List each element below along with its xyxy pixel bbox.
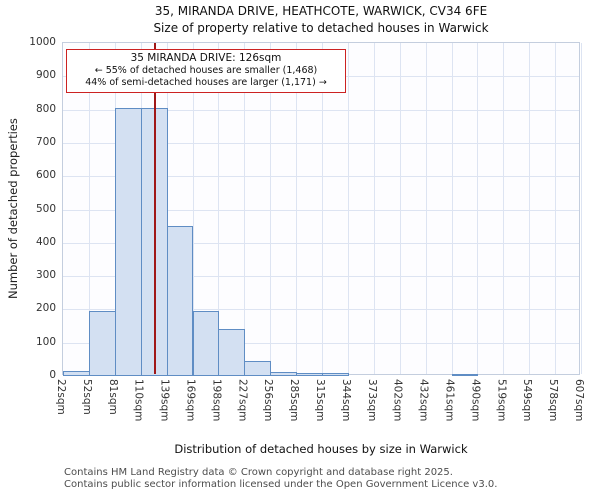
bar	[114, 107, 142, 376]
y-tick-label: 400	[35, 235, 56, 248]
bar	[63, 371, 90, 376]
gridline-vertical	[192, 43, 194, 374]
x-axis-label: Distribution of detached houses by size …	[174, 442, 468, 456]
x-tick-label: 490sqm	[469, 379, 482, 422]
gridline-vertical	[555, 43, 557, 374]
chart-title: 35, MIRANDA DRIVE, HEATHCOTE, WARWICK, C…	[154, 4, 488, 18]
x-tick-label: 461sqm	[443, 379, 456, 422]
annotation-line3: 44% of semi-detached houses are larger (…	[85, 77, 327, 88]
y-tick-label: 0	[49, 369, 56, 381]
gridline-vertical	[581, 43, 582, 374]
x-tick-label: 519sqm	[495, 379, 508, 422]
gridline-horizontal	[63, 342, 579, 344]
gridline-vertical	[451, 43, 453, 374]
gridline-vertical	[88, 43, 90, 374]
gridline-vertical	[218, 43, 220, 374]
x-tick-label: 52sqm	[80, 379, 93, 415]
y-tick-label: 300	[35, 269, 56, 282]
gridline-vertical	[477, 43, 479, 374]
x-tick-label: 139sqm	[158, 379, 171, 422]
footer: Contains HM Land Registry data © Crown c…	[64, 467, 497, 490]
gridline-vertical	[373, 43, 375, 374]
property-size-marker-line	[153, 43, 156, 374]
x-tick-label: 607sqm	[573, 379, 585, 422]
x-tick-label: 432sqm	[417, 379, 430, 422]
bar	[296, 373, 323, 376]
y-tick-label: 800	[35, 102, 56, 115]
gridline-horizontal	[63, 242, 579, 244]
gridline-horizontal	[63, 209, 579, 211]
gridline-vertical	[399, 43, 401, 374]
x-tick-label: 227sqm	[236, 379, 249, 422]
bar	[244, 361, 272, 376]
x-tick-label: 315sqm	[314, 379, 326, 422]
y-tick-label: 100	[35, 335, 56, 348]
chart-subtitle: Size of property relative to detached ho…	[153, 21, 489, 35]
gridline-vertical	[322, 43, 323, 374]
y-tick-label: 700	[35, 135, 56, 148]
gridline-horizontal	[63, 142, 579, 144]
gridline-vertical	[244, 43, 246, 374]
annotation-box: 35 MIRANDA DRIVE: 126sqm ← 55% of detach…	[66, 49, 346, 93]
footer-line2: Contains public sector information licen…	[64, 478, 498, 490]
x-tick-label: 169sqm	[184, 379, 197, 422]
gridline-horizontal	[63, 109, 579, 111]
x-tick-label: 402sqm	[391, 379, 404, 422]
x-tick-label: 578sqm	[547, 379, 560, 422]
bar	[451, 374, 479, 377]
gridline-vertical	[296, 43, 298, 374]
x-tick-label: 285sqm	[288, 379, 301, 422]
annotation-line1: 35 MIRANDA DRIVE: 126sqm	[130, 52, 282, 64]
bar	[322, 373, 349, 376]
y-tick-label: 600	[35, 169, 56, 182]
plot-area	[62, 42, 582, 377]
gridline-vertical	[503, 43, 505, 374]
gridline-vertical	[347, 43, 349, 374]
gridline-vertical	[529, 43, 531, 374]
bar	[88, 311, 116, 376]
y-tick-label: 1000	[29, 36, 56, 48]
x-tick-label: 256sqm	[262, 379, 275, 422]
bar	[218, 329, 246, 376]
x-tick-label: 549sqm	[521, 379, 534, 422]
footer-line1: Contains HM Land Registry data © Crown c…	[64, 467, 453, 478]
gridline-horizontal	[63, 276, 579, 278]
y-tick-label: 200	[35, 302, 56, 315]
x-tick-label: 22sqm	[55, 379, 67, 415]
x-tick-label: 110sqm	[132, 379, 145, 422]
gridline-vertical	[425, 43, 427, 374]
bar	[166, 226, 194, 376]
bar	[192, 311, 220, 376]
y-tick-label: 900	[35, 69, 56, 82]
y-tick-label: 500	[35, 202, 56, 215]
bar	[270, 372, 298, 376]
x-tick-label: 344sqm	[339, 379, 352, 422]
gridline-horizontal	[63, 176, 579, 178]
x-tick-label: 81sqm	[106, 379, 119, 415]
x-tick-label: 373sqm	[365, 379, 378, 422]
gridline-vertical	[270, 43, 272, 374]
gridline-horizontal	[63, 309, 579, 311]
annotation-line2: ← 55% of detached houses are smaller (1,…	[94, 65, 318, 76]
x-tick-label: 198sqm	[210, 379, 223, 422]
